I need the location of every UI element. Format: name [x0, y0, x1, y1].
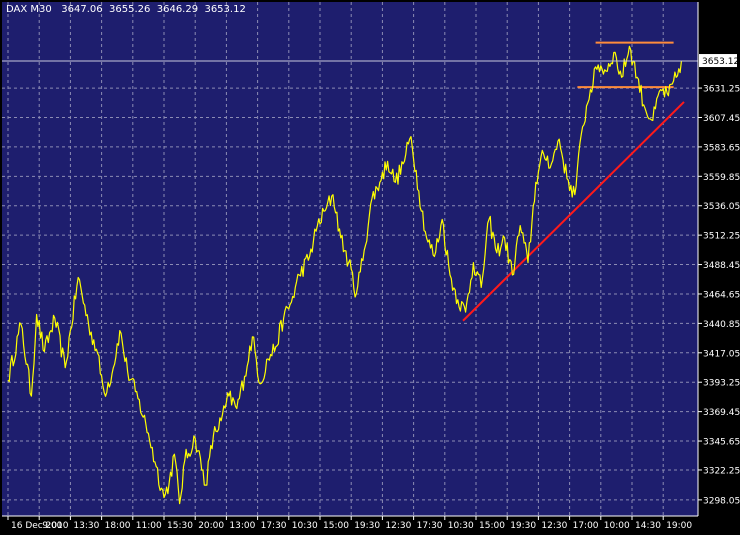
open-value: 3647.06 — [61, 4, 103, 15]
x-tick-label: 15:00 — [479, 521, 505, 531]
y-tick-label: 3440.85 — [703, 320, 740, 330]
x-tick-label: 17:30 — [417, 521, 443, 531]
y-tick-label: 3512.25 — [703, 232, 740, 242]
y-tick-label: 3393.25 — [703, 379, 740, 389]
x-tick-label: 17:00 — [573, 521, 599, 531]
y-tick-label: 3631.25 — [703, 85, 740, 95]
x-tick-label: 20:00 — [198, 521, 224, 531]
x-tick-label: 19:30 — [354, 521, 380, 531]
y-axis: 3298.05 3322.25 3345.65 3369.45 3393.25 3417.… — [697, 2, 740, 516]
x-tick-label: 10:30 — [292, 521, 318, 531]
y-tick-label: 3464.65 — [703, 290, 740, 300]
y-tick-label: 3607.45 — [703, 114, 740, 124]
x-tick-label: 13:30 — [73, 521, 99, 531]
y-tick-label: 3417.05 — [703, 349, 740, 359]
x-tick-label: 16 Dec 2010 — [11, 521, 69, 531]
current-price-box — [699, 54, 737, 68]
x-tick-label: 10:30 — [448, 521, 474, 531]
x-tick-label: 14:30 — [635, 521, 661, 531]
x-tick-label: 11:00 — [136, 521, 162, 531]
trendline[interactable] — [462, 101, 685, 322]
symbol-label: DAX M30 — [6, 4, 52, 15]
x-tick-label: 10:00 — [604, 521, 630, 531]
y-tick-label: 3298.05 — [703, 496, 740, 506]
annotation-layer — [462, 41, 685, 322]
low-value: 3646.29 — [156, 4, 199, 15]
x-tick-label: 18:00 — [105, 521, 131, 531]
y-tick-label: 3536.05 — [703, 202, 740, 212]
high-value: 3655.26 — [109, 4, 151, 15]
series-layer — [7, 45, 682, 505]
x-tick-label: 15:00 — [323, 521, 349, 531]
x-tick-label: 19:00 — [666, 521, 692, 531]
current-price-tag: 3653.12 — [699, 54, 739, 68]
y-tick-label: 3583.65 — [703, 143, 740, 153]
chart-header: DAX M30 3647.06 3655.26 3646.29 3653.12 — [6, 4, 246, 15]
x-tick-label: 9:00 — [42, 521, 62, 531]
x-tick-label: 12:30 — [541, 521, 567, 531]
grid-layer — [2, 2, 698, 516]
y-tick-label: 3322.25 — [703, 466, 740, 476]
x-tick-label: 13:00 — [229, 521, 255, 531]
y-tick-label: 3369.45 — [703, 408, 740, 418]
x-tick-label: 12:30 — [385, 521, 411, 531]
close-value: 3653.12 — [204, 4, 246, 15]
y-tick-label: 3345.65 — [703, 438, 740, 448]
y-tick-label: 3488.45 — [703, 261, 740, 271]
x-tick-label: 17:30 — [261, 521, 287, 531]
x-tick-label: 19:30 — [510, 521, 536, 531]
x-tick-label: 15:30 — [167, 521, 193, 531]
price-series-line — [7, 45, 682, 505]
current-price-label: 3653.12 — [702, 57, 739, 67]
y-tick-label: 3559.85 — [703, 173, 740, 183]
